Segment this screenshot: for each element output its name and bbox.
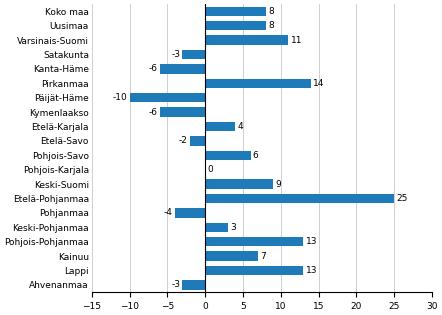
Bar [205, 36, 288, 45]
Bar [160, 107, 205, 117]
Bar [205, 151, 251, 160]
Text: -6: -6 [149, 108, 157, 117]
Bar [205, 180, 273, 189]
Bar [183, 50, 205, 59]
Bar [183, 280, 205, 289]
Text: -3: -3 [171, 280, 180, 289]
Text: -10: -10 [113, 93, 127, 102]
Text: 8: 8 [268, 7, 274, 16]
Text: 9: 9 [275, 180, 281, 189]
Text: -4: -4 [164, 209, 173, 217]
Bar [175, 208, 205, 218]
Bar [205, 237, 304, 246]
Text: 8: 8 [268, 21, 274, 30]
Text: 14: 14 [313, 79, 325, 88]
Bar [205, 251, 258, 261]
Bar [130, 93, 205, 102]
Bar [205, 223, 228, 232]
Bar [205, 79, 311, 88]
Text: 7: 7 [260, 252, 266, 261]
Text: 4: 4 [238, 122, 243, 131]
Bar [205, 266, 304, 275]
Bar [205, 194, 394, 203]
Bar [205, 21, 266, 31]
Bar [160, 64, 205, 74]
Bar [190, 136, 205, 146]
Text: 6: 6 [253, 151, 259, 160]
Text: 13: 13 [306, 237, 317, 246]
Text: 11: 11 [291, 36, 302, 45]
Bar [205, 122, 236, 131]
Text: 3: 3 [230, 223, 236, 232]
Text: 0: 0 [207, 165, 213, 174]
Text: -2: -2 [179, 136, 188, 146]
Text: 25: 25 [396, 194, 408, 203]
Text: -3: -3 [171, 50, 180, 59]
Text: 13: 13 [306, 266, 317, 275]
Text: -6: -6 [149, 65, 157, 73]
Bar [205, 7, 266, 16]
